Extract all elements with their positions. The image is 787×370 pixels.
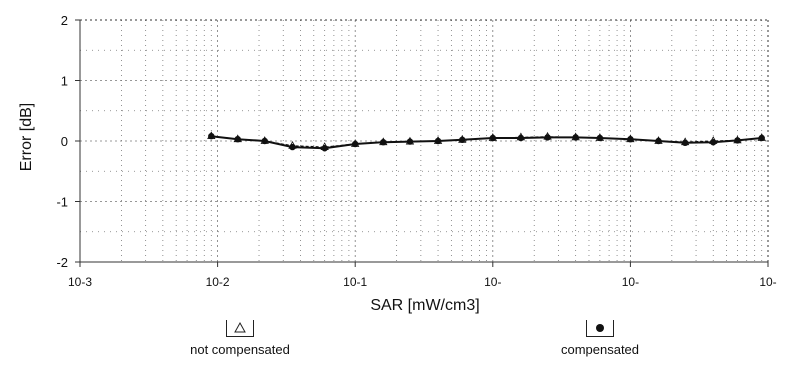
x-axis-label: SAR [mW/cm3] xyxy=(370,297,480,314)
data-point-compensated xyxy=(681,139,689,147)
data-point-compensated xyxy=(489,134,496,142)
triangle-marker-icon xyxy=(226,320,254,337)
data-point-compensated xyxy=(655,137,662,145)
x-tick-label: 10-2 xyxy=(206,275,230,289)
data-point-compensated xyxy=(234,135,241,143)
x-tick-label: 10- xyxy=(622,275,639,289)
data-point-compensated xyxy=(459,136,466,143)
x-tick-label: 10-1 xyxy=(343,275,367,289)
data-point-compensated xyxy=(734,137,741,144)
data-point-compensated xyxy=(406,138,414,145)
data-point-compensated xyxy=(544,134,551,141)
x-tick-label: 10-3 xyxy=(68,275,92,289)
data-point-compensated xyxy=(572,134,579,141)
x-tick-label: 10- xyxy=(484,275,501,289)
data-point-compensated xyxy=(321,145,328,152)
circle-marker-icon xyxy=(586,320,614,337)
data-point-compensated xyxy=(352,140,359,148)
legend-not-compensated: not compensated xyxy=(160,320,320,357)
data-point-compensated xyxy=(758,134,765,142)
data-point-compensated xyxy=(517,134,525,142)
data-point-compensated xyxy=(710,139,717,146)
data-point-compensated xyxy=(627,135,634,143)
legend-label-compensated: compensated xyxy=(560,342,640,357)
data-point-compensated xyxy=(596,134,604,142)
y-tick-label: -1 xyxy=(56,195,68,210)
data-point-compensated xyxy=(380,139,387,146)
data-point-compensated xyxy=(208,132,215,140)
y-tick-label: -2 xyxy=(56,255,68,270)
y-tick-label: 0 xyxy=(61,134,68,149)
y-tick-label: 2 xyxy=(61,13,68,28)
y-axis-label: Error [dB] xyxy=(18,102,35,172)
data-point-compensated xyxy=(434,137,442,145)
legend-label-not-compensated: not compensated xyxy=(190,342,290,357)
x-tick-label: 10- xyxy=(759,275,776,289)
y-tick-label: 1 xyxy=(61,74,68,89)
data-point-compensated xyxy=(289,143,296,151)
data-point-compensated xyxy=(261,137,268,145)
legend-compensated: compensated xyxy=(525,320,675,357)
